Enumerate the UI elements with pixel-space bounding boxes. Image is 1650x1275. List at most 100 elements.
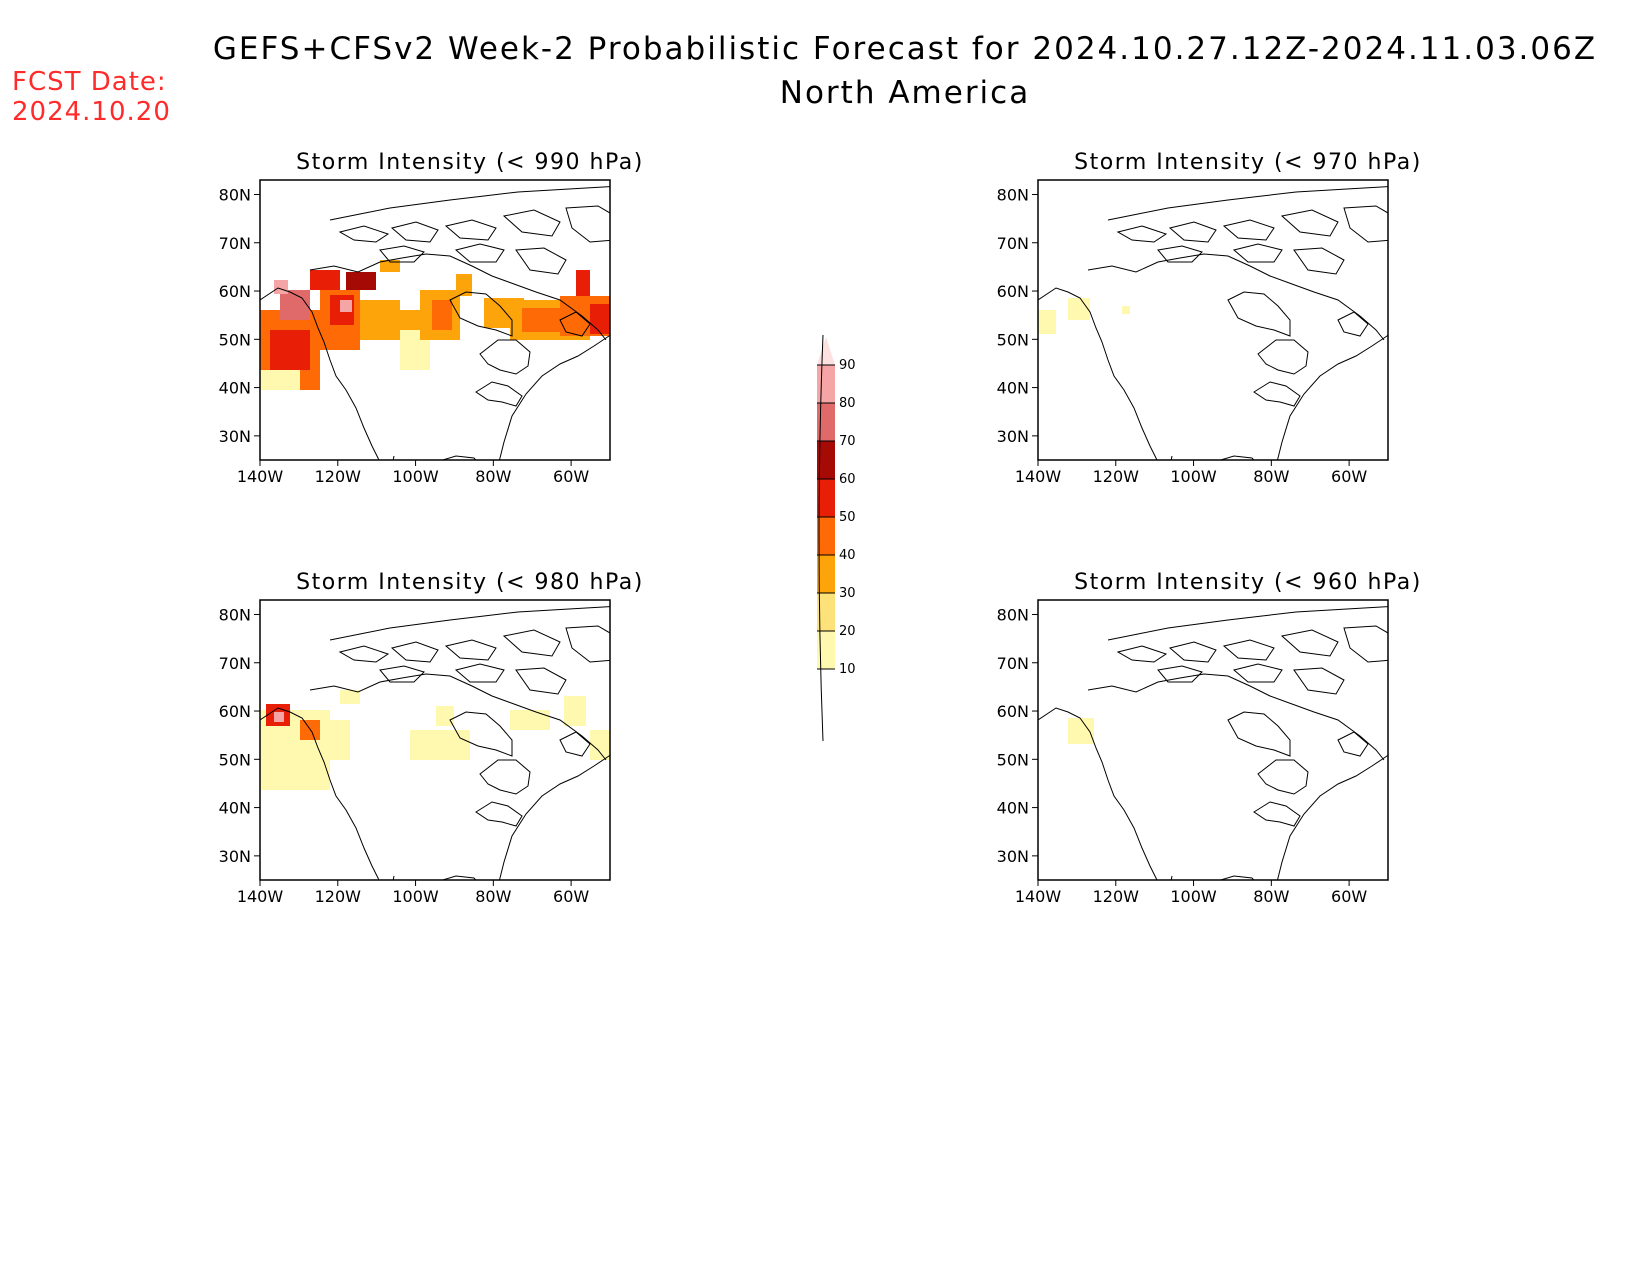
lat-label: 70N	[997, 234, 1029, 253]
coastline-path	[1168, 221, 1217, 243]
coastline-path	[1280, 629, 1339, 657]
coastline-path	[338, 645, 390, 663]
colorbar-segment	[817, 479, 835, 517]
coastline-path	[515, 247, 567, 275]
coastline-path	[1157, 665, 1203, 683]
lat-label: 70N	[219, 654, 251, 673]
forecast-date-label: FCST Date:	[12, 67, 167, 97]
coastline-path	[1218, 754, 1388, 880]
colorbar-label: 20	[839, 624, 856, 639]
coastline-path	[338, 225, 390, 243]
coastline-path	[260, 707, 380, 880]
coastline-path	[502, 629, 561, 657]
coastline	[1038, 186, 1388, 460]
map-frame	[259, 179, 611, 461]
coastline-path	[1253, 381, 1301, 407]
colorbar-edge	[818, 335, 824, 742]
colorbar-label: 50	[839, 510, 856, 525]
colorbar-segment	[817, 555, 835, 593]
probability-cell	[1038, 310, 1056, 334]
probability-cell	[510, 710, 550, 730]
probability-cell	[310, 270, 340, 290]
probability-cell	[436, 706, 454, 726]
colorbar-label: 30	[839, 586, 856, 601]
map-body	[1037, 179, 1389, 461]
lat-label: 50N	[219, 750, 251, 769]
coastline-path	[440, 754, 610, 880]
probability-cell	[1068, 298, 1090, 320]
map-frame	[1037, 599, 1389, 881]
map-body	[259, 599, 611, 881]
probability-cell	[260, 370, 300, 390]
coastline-path	[1293, 667, 1345, 695]
lat-label: 70N	[997, 654, 1029, 673]
colorbar-segment	[817, 403, 835, 441]
coastline-path	[1280, 209, 1339, 237]
probability-cell	[1068, 718, 1094, 744]
lat-label: 30N	[997, 847, 1029, 866]
probability-cell	[522, 308, 562, 332]
page-title: GEFS+CFSv2 Week-2 Probabilistic Forecast…	[212, 31, 1598, 67]
lat-label: 80N	[219, 605, 251, 624]
lon-label: 60W	[1331, 887, 1367, 906]
map-970: 30N 40N 50N 60N 70N 80N 140W 120W 100W 80W 60W	[997, 179, 1389, 486]
probability-cell	[456, 274, 472, 296]
coastline-path	[515, 667, 567, 695]
map-990: 30N 40N 50N 60N 70N 80N 140W 120W 100W 80W 60W	[219, 179, 611, 486]
coastline-path	[444, 639, 497, 661]
coastline-path	[475, 801, 523, 827]
lon-label: 100W	[392, 467, 439, 486]
lon-label: 120W	[315, 887, 362, 906]
panel-980: Storm Intensity (< 980 hPa) 30N 40N 50N 60N…	[219, 570, 730, 950]
coastline-path	[1038, 707, 1158, 880]
map-960: 30N 40N 50N 60N 70N 80N 140W 120W 100W 80W 60W	[997, 599, 1389, 906]
lat-label: 30N	[219, 427, 251, 446]
panel-title: Storm Intensity (< 970 hPa)	[1074, 150, 1422, 175]
coastline-path	[1293, 247, 1345, 275]
lat-label: 30N	[219, 847, 251, 866]
colorbar-segment	[817, 441, 835, 479]
coastline-path	[390, 641, 439, 663]
lon-label: 80W	[475, 467, 511, 486]
panel-title: Storm Intensity (< 960 hPa)	[1074, 570, 1422, 595]
coastline-path	[1222, 639, 1275, 661]
lon-label: 60W	[1331, 467, 1367, 486]
probability-cell	[270, 330, 310, 370]
coastline-path	[309, 253, 607, 341]
coastline-path	[449, 291, 513, 337]
colorbar-segment	[817, 517, 835, 555]
coastline	[1038, 606, 1388, 880]
lat-label: 40N	[219, 379, 251, 398]
coastline-path	[479, 339, 531, 375]
coastline-path	[454, 243, 505, 263]
lon-label: 80W	[1253, 467, 1289, 486]
coastline-path	[1107, 186, 1388, 221]
coastline-path	[1168, 641, 1217, 663]
colorbar-segment	[817, 631, 835, 669]
probability-cell	[274, 712, 284, 722]
lon-label: 120W	[315, 467, 362, 486]
coastline-path	[565, 625, 610, 663]
probability-field	[1068, 718, 1094, 744]
lon-label: 140W	[1015, 887, 1062, 906]
lat-label: 40N	[997, 799, 1029, 818]
lat-label: 50N	[997, 750, 1029, 769]
coastline-path	[1107, 606, 1388, 641]
panel-990: Storm Intensity (< 990 hPa) 30N 40N 50N 60N…	[219, 150, 730, 530]
coastline-path	[1087, 673, 1385, 761]
coastline-path	[454, 663, 505, 683]
probability-cell	[274, 280, 288, 294]
lat-label: 60N	[219, 282, 251, 301]
coastline-path	[1232, 663, 1283, 683]
lon-label: 80W	[475, 887, 511, 906]
lat-label: 30N	[997, 427, 1029, 446]
lat-label: 60N	[219, 702, 251, 721]
lat-label: 60N	[997, 282, 1029, 301]
lon-label: 60W	[553, 467, 589, 486]
lon-label: 120W	[1093, 467, 1140, 486]
probability-cell	[346, 272, 376, 290]
panel-title: Storm Intensity (< 990 hPa)	[296, 150, 644, 175]
coastline-path	[1253, 801, 1301, 827]
lat-label: 40N	[219, 799, 251, 818]
probability-cell	[340, 690, 360, 704]
